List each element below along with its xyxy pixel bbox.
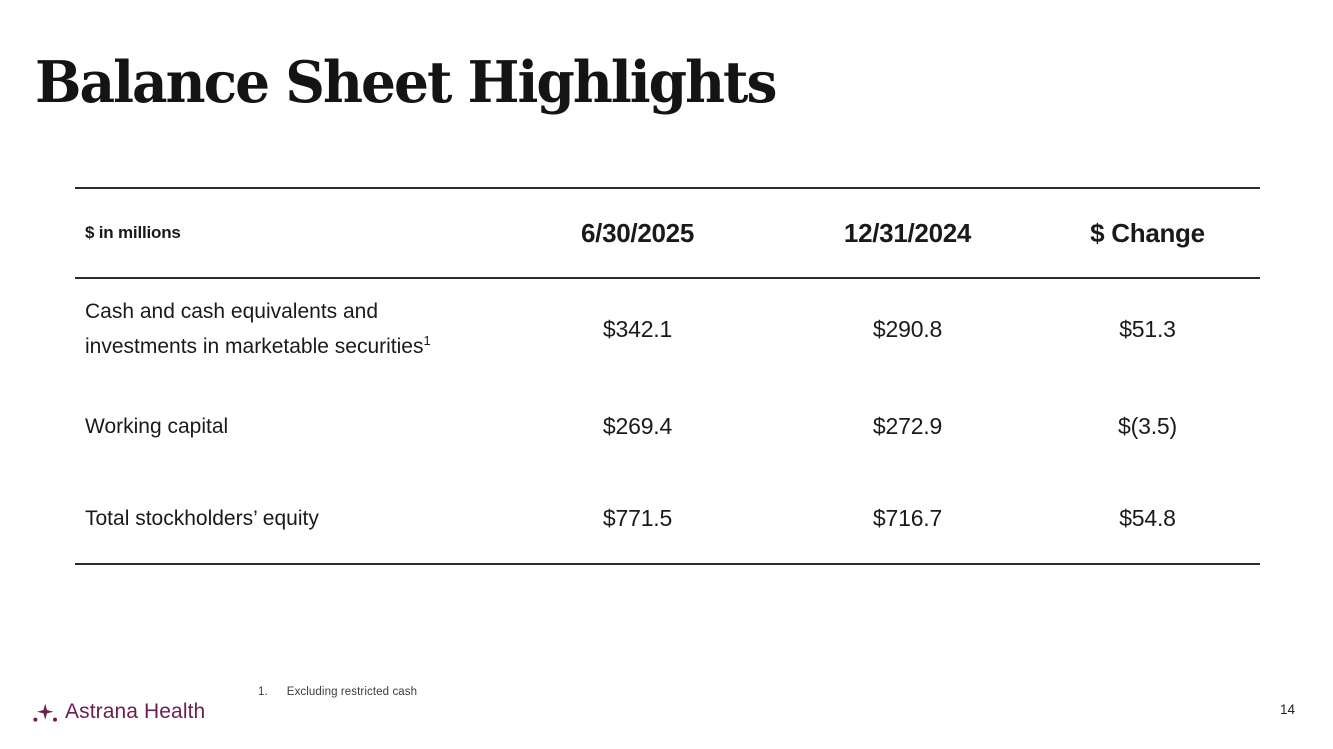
row-label-cash: Cash and cash equivalents and investment…	[75, 297, 495, 362]
row-label-text: Total stockholders’ equity	[85, 506, 319, 530]
footnote-number: 1.	[258, 686, 268, 698]
table-header-row: $ in millions 6/30/2025 12/31/2024 $ Cha…	[75, 189, 1260, 279]
cell-value: $51.3	[1119, 315, 1176, 342]
cell-value: $269.4	[602, 413, 673, 439]
cell-value: $54.8	[1119, 505, 1176, 531]
table-row: Cash and cash equivalents and investment…	[75, 279, 1260, 379]
row-label-working-capital: Working capital	[75, 412, 495, 442]
footnote-marker: 1	[423, 333, 431, 348]
page-number: 14	[1279, 702, 1295, 717]
cell-value: $716.7	[872, 505, 943, 531]
table-row: Total stockholders’ equity $771.5 $716.7…	[75, 474, 1260, 563]
cell-value: $272.9	[872, 413, 943, 439]
balance-sheet-table: $ in millions 6/30/2025 12/31/2024 $ Cha…	[75, 187, 1260, 565]
astrana-health-logo: Astrana Health	[33, 700, 205, 724]
row-label-text: Working capital	[85, 414, 229, 438]
row-label-text: Cash and cash equivalents and investment…	[85, 299, 424, 359]
column-header-period-2: 12/31/2024	[843, 217, 972, 248]
logo-wordmark: Astrana Health	[65, 700, 206, 723]
footnote: 1. Excluding restricted cash	[258, 686, 417, 698]
sparkle-dots-icon	[33, 701, 58, 724]
cell-value: $342.1	[602, 315, 673, 342]
cell-value: $290.8	[872, 315, 943, 342]
footnote-text: Excluding restricted cash	[286, 686, 418, 698]
cell-value: $(3.5)	[1118, 413, 1177, 439]
row-label-stockholders-equity: Total stockholders’ equity	[75, 504, 495, 534]
units-label: $ in millions	[85, 223, 181, 242]
cell-value: $771.5	[602, 505, 673, 531]
column-header-change: $ Change	[1090, 217, 1205, 248]
table-row: Working capital $269.4 $272.9 $(3.5)	[75, 379, 1260, 474]
column-header-period-1: 6/30/2025	[581, 217, 694, 248]
page-title: Balance Sheet Highlights	[35, 48, 777, 116]
